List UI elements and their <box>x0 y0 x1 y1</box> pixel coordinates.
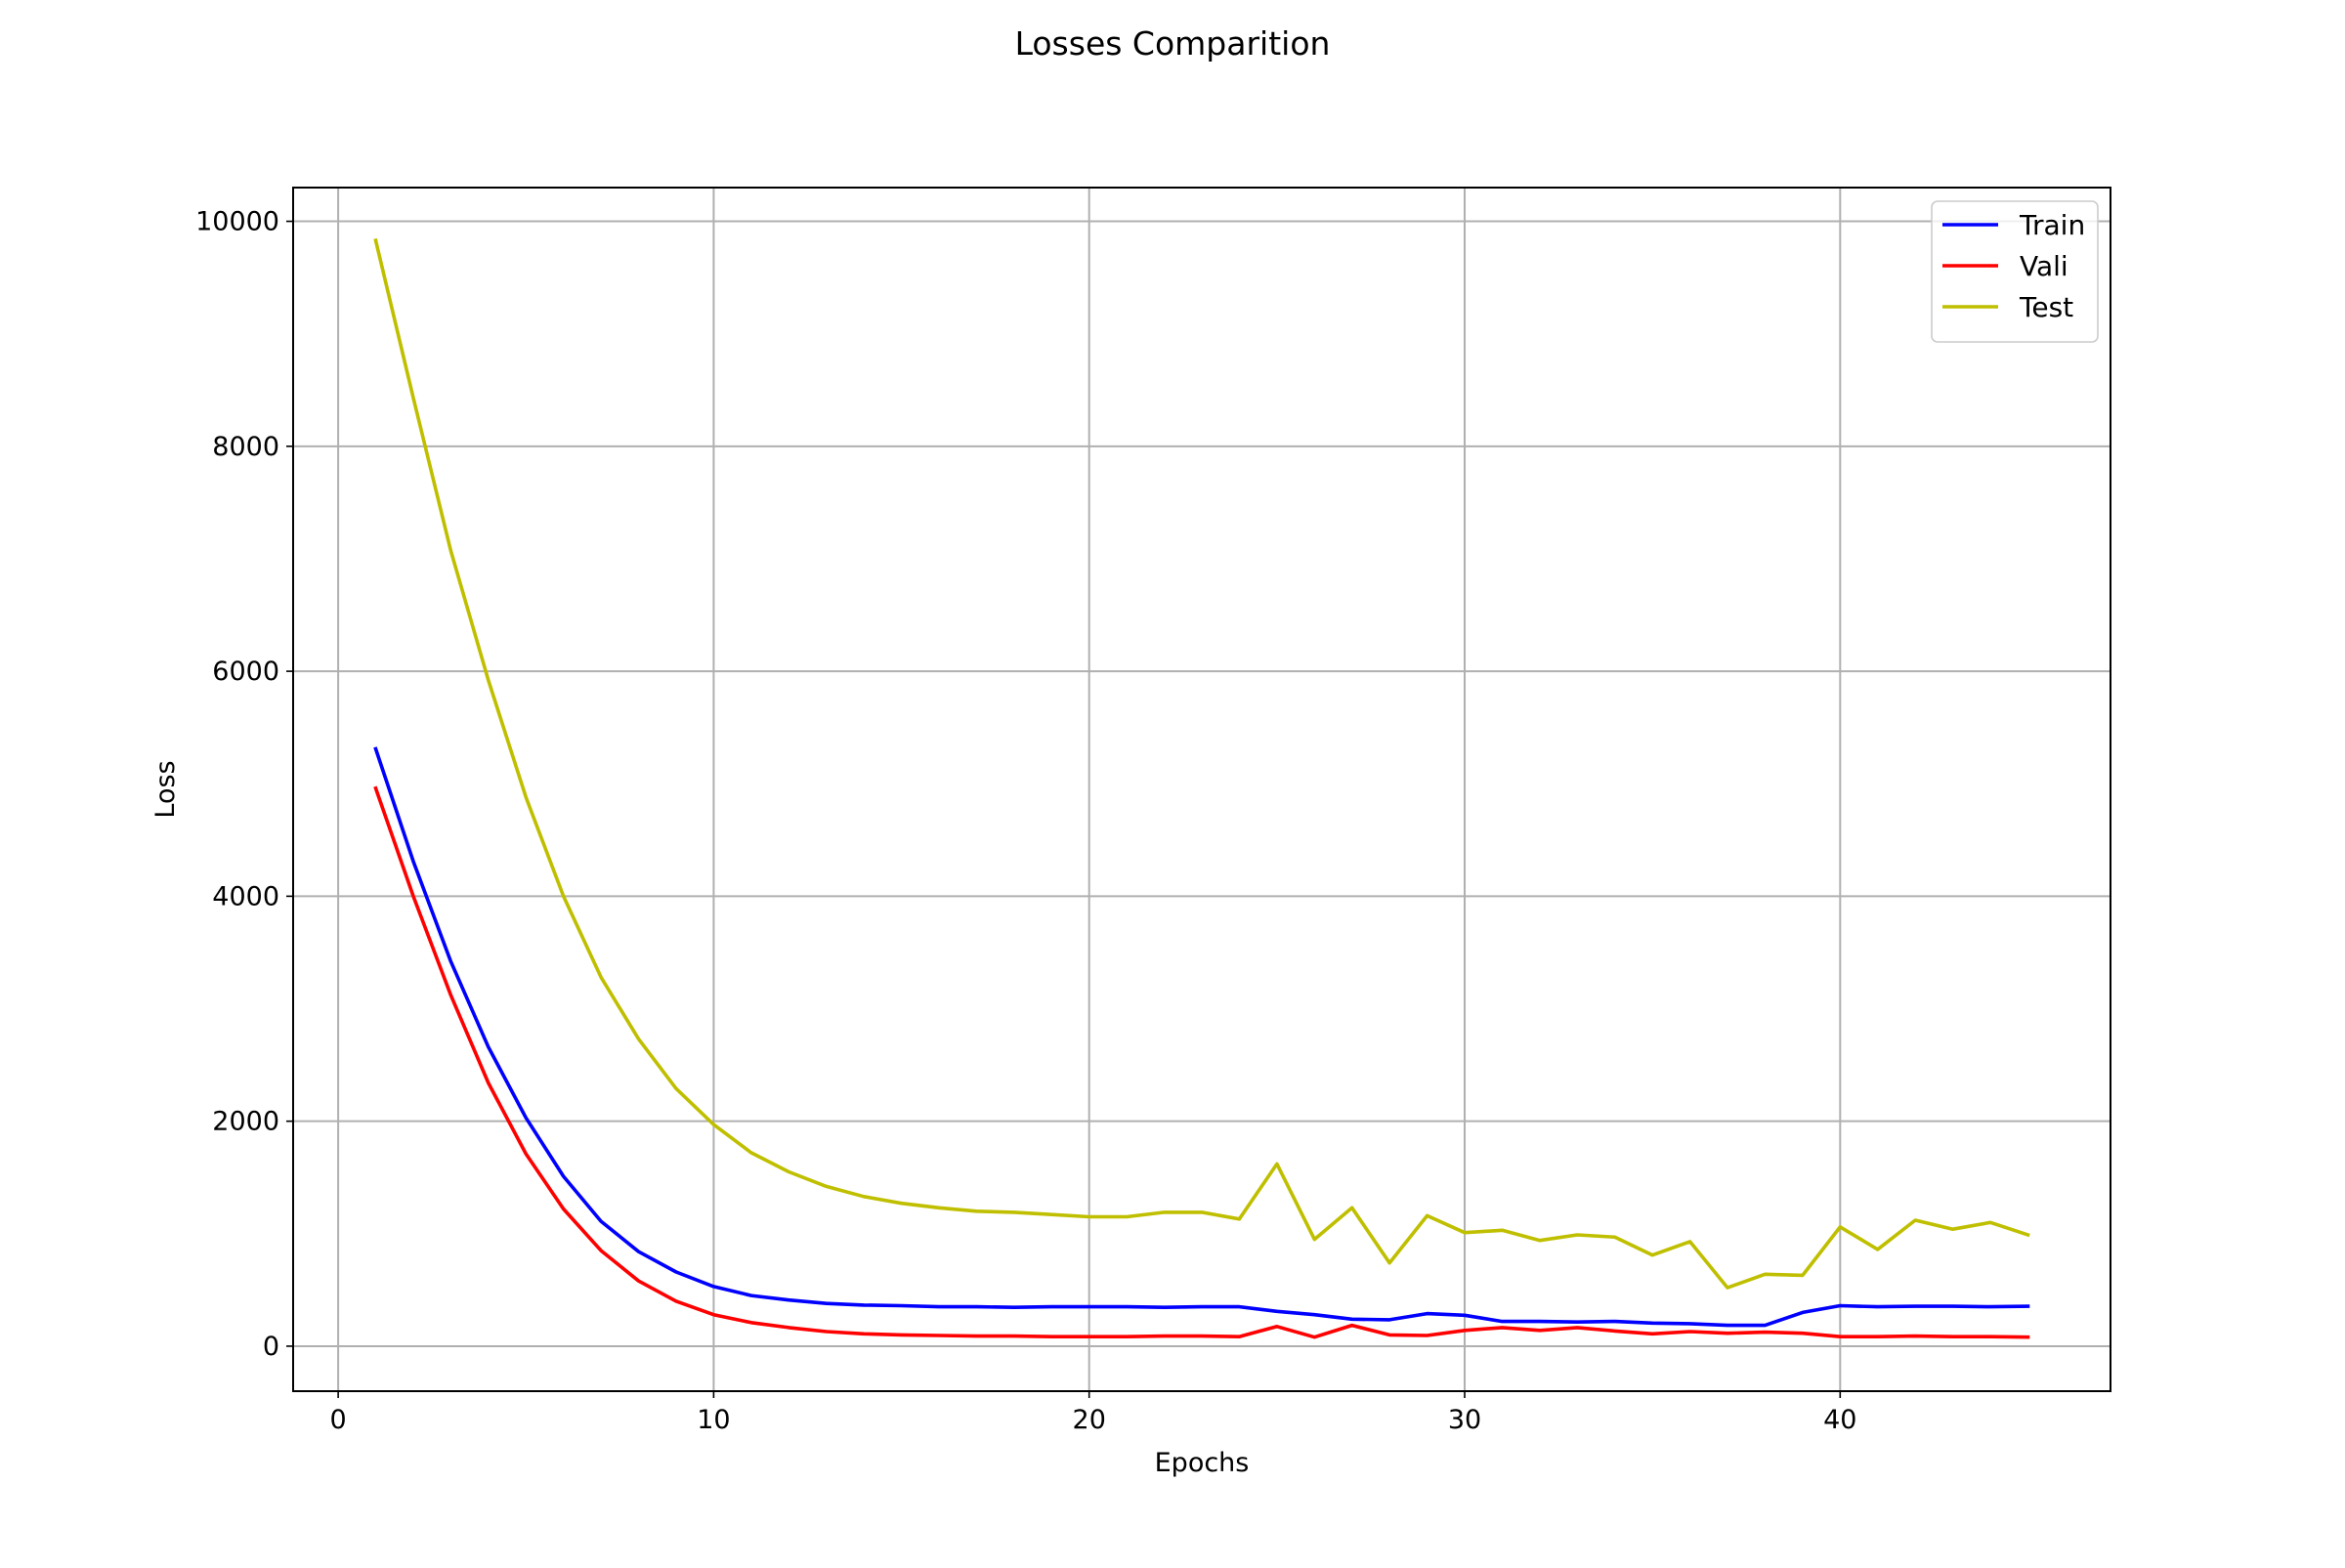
legend-label-train: Train <box>2019 209 2085 241</box>
gridlines <box>293 188 2110 1391</box>
series-line-test <box>373 237 2030 1290</box>
axes-frame <box>292 187 2111 1392</box>
x-tick-label: 10 <box>697 1405 730 1435</box>
y-tick-label: 6000 <box>212 657 279 687</box>
legend-label-test: Test <box>2019 291 2073 323</box>
x-tick-label: 20 <box>1073 1405 1106 1435</box>
series-line-vali <box>373 785 2030 1339</box>
y-tick-label: 10000 <box>195 207 279 237</box>
y-tick-label: 4000 <box>212 881 279 911</box>
y-tick-label: 0 <box>263 1332 279 1362</box>
x-tick-label: 40 <box>1823 1405 1856 1435</box>
x-axis-label: Epochs <box>1155 1448 1250 1478</box>
legend-label-vali: Vali <box>2020 250 2068 282</box>
y-tick-label: 2000 <box>212 1107 279 1137</box>
y-axis-label: Loss <box>150 760 181 818</box>
chart-title: Losses Comparition <box>1015 24 1331 63</box>
y-tick-label: 8000 <box>212 432 279 462</box>
x-tick-label: 0 <box>330 1405 347 1435</box>
axis-ticks: 0 10 20 30 40 0 2000 4000 6000 8000 10000 <box>195 207 1856 1435</box>
x-tick-label: 30 <box>1448 1405 1481 1435</box>
series-line-train <box>373 746 2030 1328</box>
legend: Train Vali Test <box>1931 200 2099 343</box>
series-lines <box>373 237 2030 1339</box>
